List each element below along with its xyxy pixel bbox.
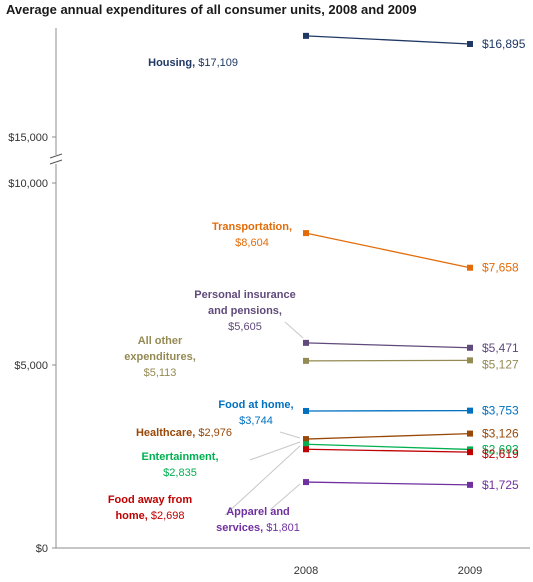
x-tick-label: 2008 (294, 565, 318, 577)
leader-line (249, 441, 301, 461)
series-line (305, 432, 471, 440)
y-tick-label: $0 (36, 543, 48, 555)
series-name-label: Transportation, (212, 221, 292, 233)
y-tick-label: $5,000 (14, 360, 48, 372)
y-tick-label: $10,000 (8, 178, 48, 190)
data-label-2009: $1,725 (482, 478, 519, 492)
data-point-marker (303, 479, 309, 486)
data-point-marker (467, 407, 473, 414)
series-line (305, 342, 471, 349)
series-line (305, 443, 471, 451)
series-line (305, 35, 471, 45)
data-point-marker (303, 357, 309, 364)
data-label-2009: $16,895 (482, 37, 526, 51)
data-point-marker (303, 407, 309, 414)
axis-break-mark (49, 159, 63, 165)
data-label-2008: $8,604 (235, 237, 269, 249)
series-line (305, 359, 471, 362)
data-label-2008: $17,109 (198, 57, 238, 69)
data-label-2008: $2,698 (151, 510, 185, 522)
data-point-marker (467, 40, 473, 47)
axis-break-mark (49, 153, 63, 159)
series-name: home, (115, 510, 150, 522)
data-point-marker (303, 32, 309, 39)
x-tick-label: 2009 (458, 565, 482, 577)
series-name: services, (216, 522, 266, 534)
leader-line (224, 445, 301, 516)
data-label-2009: $5,127 (482, 357, 519, 371)
data-point-marker (467, 481, 473, 488)
series-name-label: Personal insurance (194, 289, 296, 301)
data-label-2009: $5,471 (482, 341, 519, 355)
series-name-label: All other (138, 335, 183, 347)
series-name-label: Food away from (108, 494, 193, 506)
series-name-label: and pensions, (208, 305, 282, 317)
leader-line (279, 431, 301, 439)
data-point-marker (303, 230, 309, 237)
leader-line (269, 483, 301, 511)
data-point-marker (467, 449, 473, 456)
leader-line (284, 321, 304, 339)
data-label-2008: $2,835 (163, 467, 197, 479)
y-tick-label: $15,000 (8, 132, 48, 144)
data-point-marker (467, 430, 473, 437)
data-label-2009: $2,619 (482, 447, 519, 461)
series-name-label: services, $1,801 (216, 522, 300, 534)
chart-title: Average annual expenditures of all consu… (6, 2, 417, 17)
series-line (305, 481, 471, 486)
series-name-label: Healthcare, $2,976 (136, 427, 232, 439)
data-label-2008: $5,113 (144, 367, 177, 379)
series-name: Healthcare, (136, 427, 198, 439)
data-point-marker (303, 339, 309, 346)
series-name-label: home, $2,698 (115, 510, 184, 522)
data-point-marker (467, 344, 473, 351)
data-label-2009: $3,126 (482, 427, 519, 441)
series-name-label: Entertainment, (141, 451, 218, 463)
data-label-2008: $2,976 (198, 427, 232, 439)
series-name: Housing, (148, 57, 198, 69)
series-name-label: Food at home, (218, 399, 293, 411)
data-label-2008: $5,605 (228, 321, 262, 333)
series-line (305, 448, 471, 453)
data-label-2008: $3,744 (239, 415, 273, 427)
data-point-marker (467, 264, 473, 271)
data-point-marker (303, 436, 309, 443)
series-line (305, 232, 471, 269)
series-name-label: Apparel and (226, 506, 290, 518)
series-name-label: expenditures, (124, 351, 196, 363)
data-label-2009: $2,693 (482, 442, 519, 456)
data-point-marker (303, 441, 309, 448)
series-name-label: Housing, $17,109 (148, 57, 238, 69)
data-label-2009: $7,658 (482, 261, 519, 275)
data-point-marker (303, 446, 309, 453)
data-point-marker (467, 357, 473, 364)
data-label-2009: $3,753 (482, 404, 519, 418)
data-label-2008: $1,801 (266, 522, 300, 534)
